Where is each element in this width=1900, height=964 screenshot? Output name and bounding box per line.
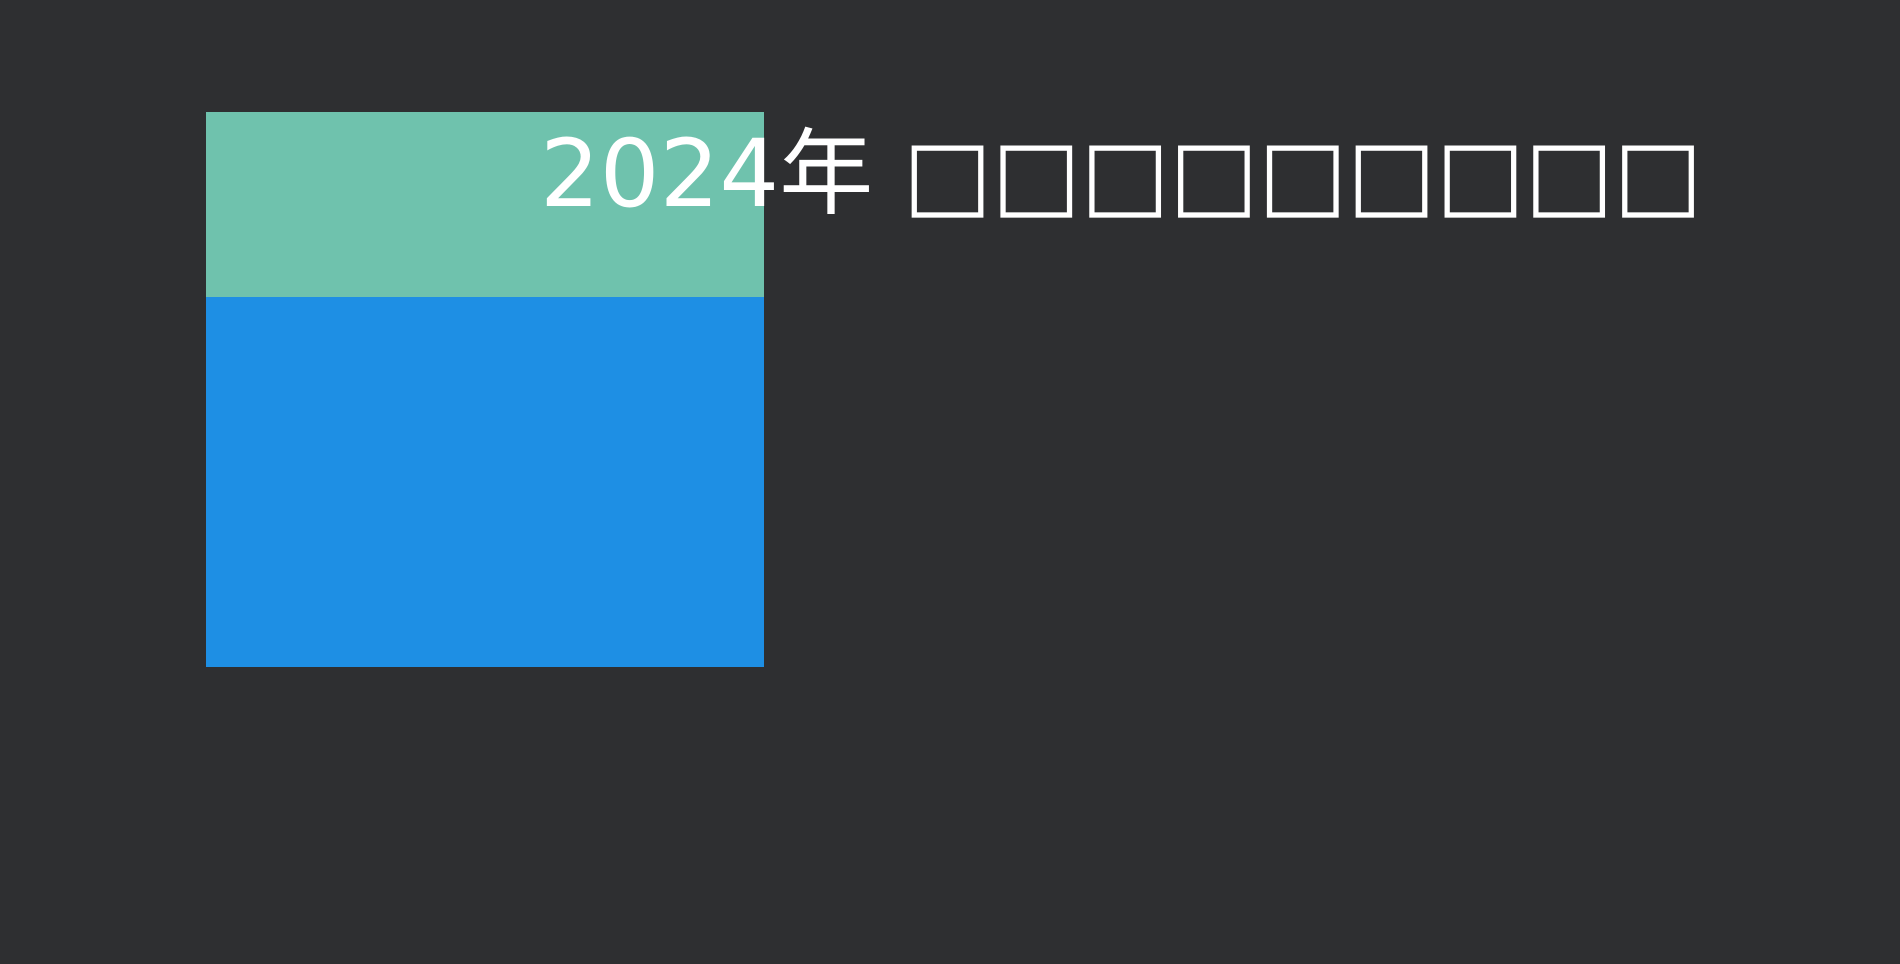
bars-layer [206,112,764,667]
bar-segment-1 [206,297,764,667]
bar-segment-2 [206,112,764,297]
chart-title: 2024年 □□□□□□□□□ [540,120,1702,229]
